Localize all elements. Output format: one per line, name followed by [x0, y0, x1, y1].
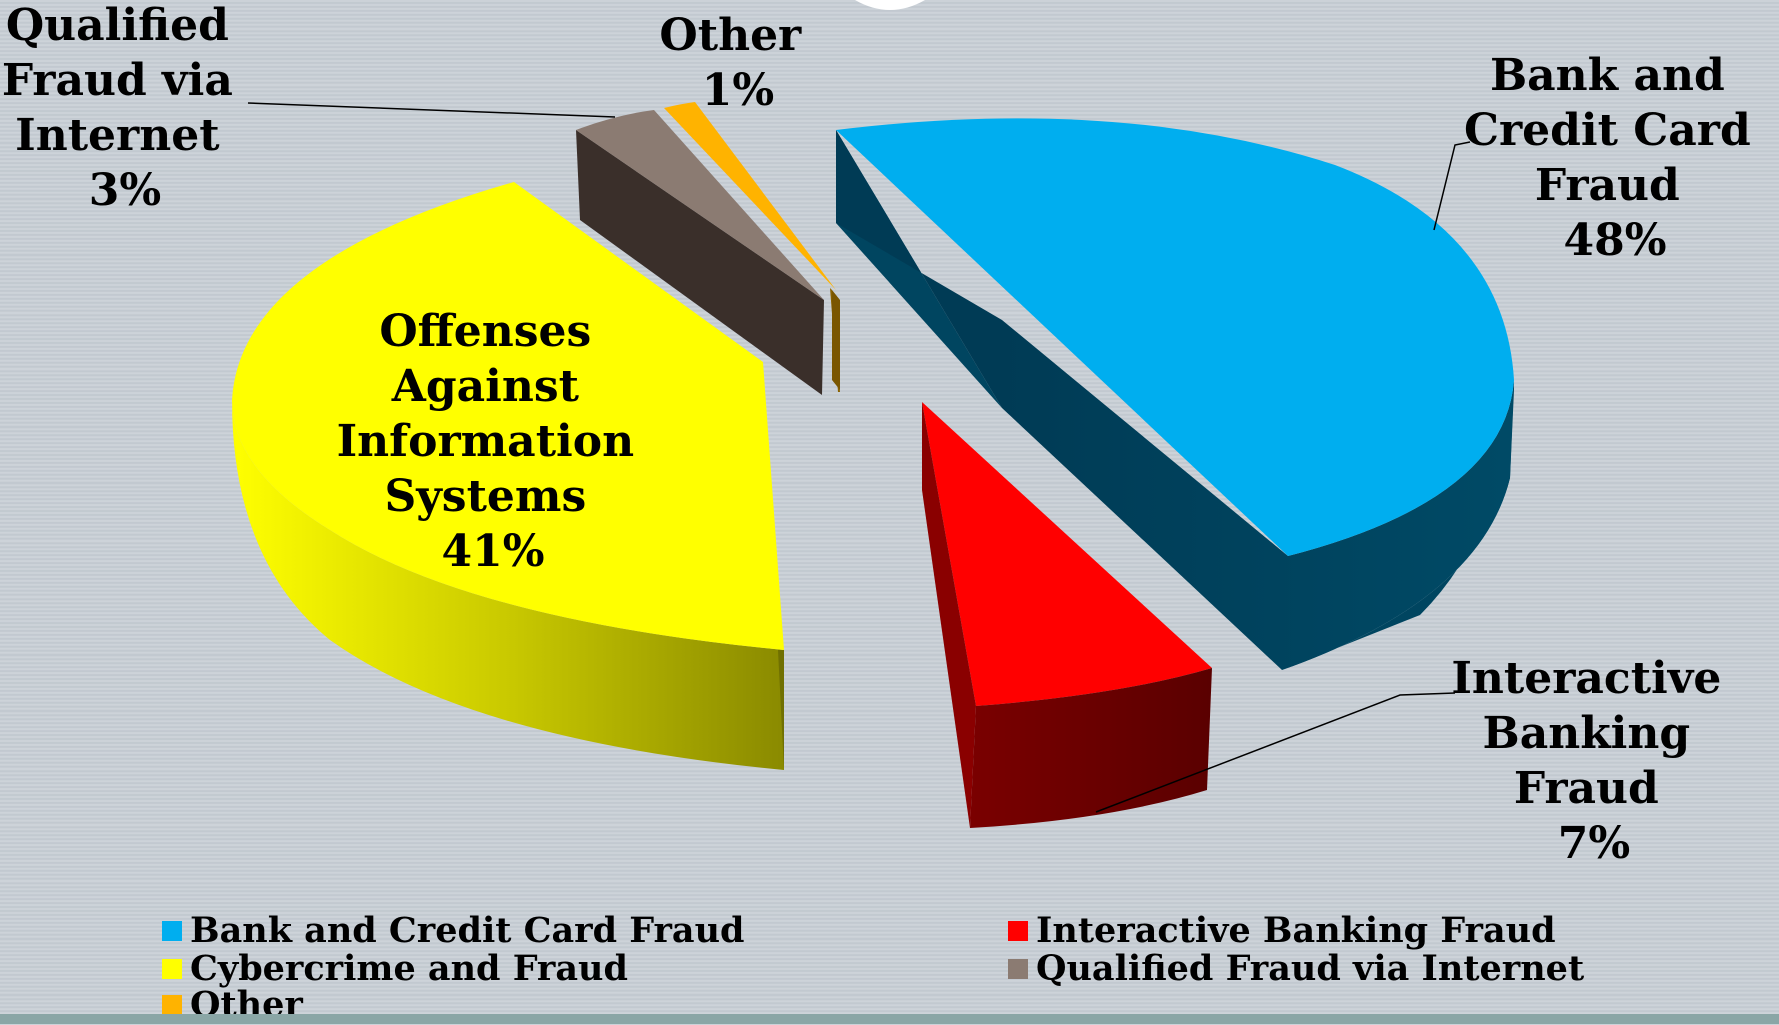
- slice-cybercrime-top: [232, 182, 784, 650]
- slice-bank-credit-card-side-front: [1002, 320, 1514, 670]
- top-decoration: [855, 0, 925, 10]
- slice-cybercrime-side: [232, 400, 784, 770]
- slice-other: [664, 102, 840, 392]
- data-label-interactive: Interactive Banking Fraud 7%: [1451, 653, 1736, 869]
- data-label-qualified: Qualified Fraud via Internet 3%: [2, 0, 248, 216]
- leader-line-qualified: [247, 102, 616, 118]
- data-label-bank: Bank and Credit Card Fraud 48%: [1464, 50, 1766, 266]
- leader-line-interactive: [1095, 692, 1456, 813]
- data-label-cybercrime: Offenses Against Information Systems 41%: [337, 306, 650, 577]
- slice-bank-credit-card-wall: [836, 130, 1002, 408]
- leader-line-bank: [1433, 141, 1471, 231]
- slice-interactive-banking-left: [922, 402, 976, 828]
- slice-cybercrime-front: [778, 650, 784, 770]
- slice-bank-credit-card-top: [836, 118, 1514, 557]
- slice-qualified-fraud-side: [576, 130, 824, 395]
- slice-other-side-back: [832, 290, 840, 390]
- slice-qualified-fraud-top: [576, 110, 824, 300]
- data-label-other: Other 1%: [659, 10, 816, 116]
- bottom-bar: [0, 1014, 1779, 1024]
- slice-interactive-banking-top: [922, 402, 1212, 706]
- slice-other-top: [664, 102, 836, 290]
- slice-qualified-fraud: [576, 110, 824, 395]
- slice-bank-credit-card: [836, 118, 1514, 670]
- slice-interactive-banking: [922, 402, 1212, 828]
- slice-cybercrime: [232, 182, 784, 770]
- slice-interactive-banking-front: [970, 668, 1212, 828]
